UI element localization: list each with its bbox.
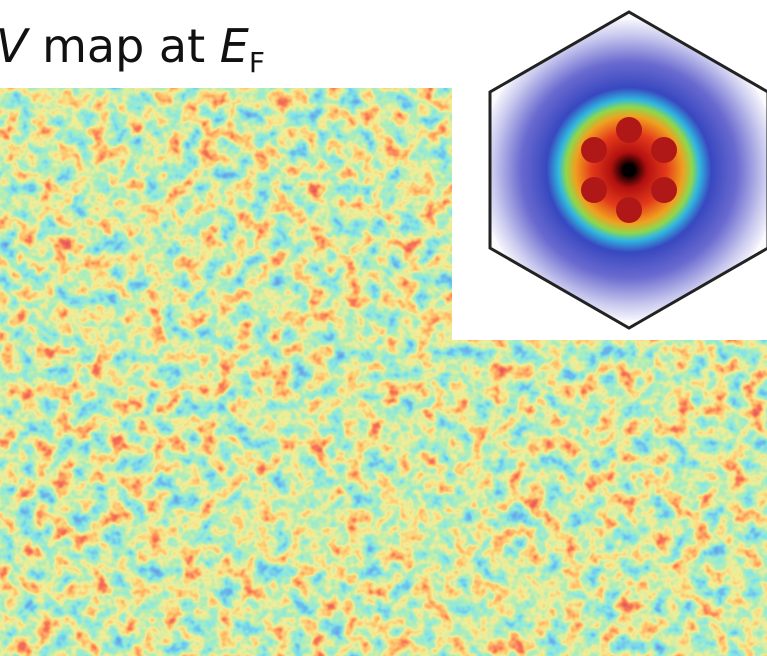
title-subscript: F (249, 46, 265, 79)
page: {"title": {"symbol": "V", "text": "map a… (0, 0, 767, 656)
figure: V map at EF (0, 0, 767, 656)
fft-center (622, 163, 636, 177)
title: V map at EF (0, 19, 265, 79)
title-symbol: V (0, 19, 31, 73)
title-variable: E (220, 19, 249, 73)
title-text: map at (42, 19, 205, 73)
fft-inset (479, 12, 767, 328)
